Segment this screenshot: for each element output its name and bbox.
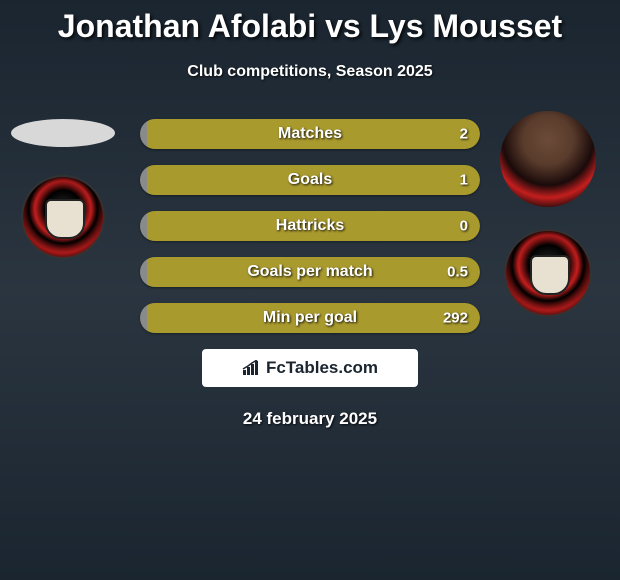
left-player-placeholder: [11, 119, 115, 147]
comparison-subtitle: Club competitions, Season 2025: [0, 63, 620, 81]
comparison-title: Jonathan Afolabi vs Lys Mousset: [0, 0, 620, 45]
stat-bar-label: Matches: [278, 125, 342, 143]
stat-bar-label: Goals per match: [247, 263, 372, 281]
right-player-column: [498, 119, 598, 317]
stat-bar-right-value: 0: [460, 218, 468, 235]
stat-bar-label: Min per goal: [263, 309, 357, 327]
stat-bar-left-fill: [140, 211, 147, 241]
stat-bar: Hattricks 0: [140, 211, 480, 241]
stat-bar: Goals per match 0.5: [140, 257, 480, 287]
stat-bar: Min per goal 292: [140, 303, 480, 333]
stat-bar-right-value: 292: [443, 310, 468, 327]
stat-bar: Matches 2: [140, 119, 480, 149]
brand-text: FcTables.com: [266, 358, 378, 378]
stat-bar-left-fill: [140, 119, 147, 149]
left-club-crest-icon: [21, 175, 105, 259]
comparison-content: Matches 2 Goals 1 Hattricks 0 Goals per match 0…: [0, 119, 620, 429]
stat-bar-left-fill: [140, 257, 147, 287]
stat-bars: Matches 2 Goals 1 Hattricks 0 Goals per match 0…: [140, 119, 480, 333]
stat-bar-right-value: 1: [460, 172, 468, 189]
stat-bar-right-value: 2: [460, 126, 468, 143]
stat-bar-label: Hattricks: [276, 217, 344, 235]
stat-bar-left-fill: [140, 303, 147, 333]
stat-bar-left-fill: [140, 165, 147, 195]
right-player-photo: [500, 111, 596, 207]
stat-bar-label: Goals: [288, 171, 332, 189]
brand-badge: FcTables.com: [202, 349, 418, 387]
left-player-column: [8, 119, 118, 259]
right-club-crest-icon: [504, 229, 592, 317]
comparison-date: 24 february 2025: [0, 409, 620, 429]
brand-chart-icon: [242, 360, 262, 376]
stat-bar: Goals 1: [140, 165, 480, 195]
stat-bar-right-value: 0.5: [447, 264, 468, 281]
